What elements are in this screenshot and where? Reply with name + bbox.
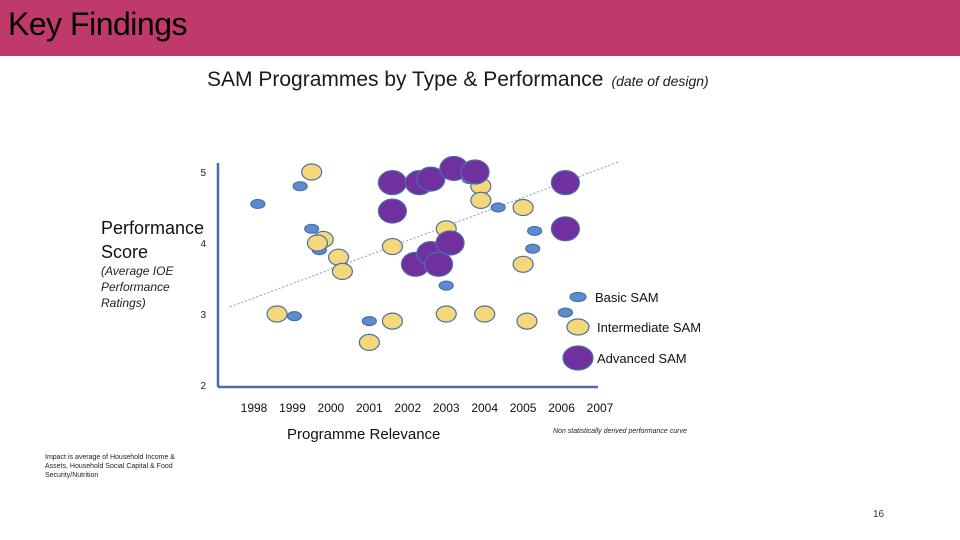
x-tick-label: 2003 [433, 401, 460, 415]
data-point [512, 198, 534, 217]
chart-title: SAM Programmes by Type & Performance (dat… [207, 68, 709, 92]
data-point [512, 255, 534, 273]
legend-label: Basic SAM [595, 290, 659, 305]
data-point [435, 230, 465, 256]
legend-label: Advanced SAM [597, 351, 687, 366]
data-point [327, 248, 350, 266]
x-tick-label: 1998 [241, 401, 268, 415]
data-point [361, 316, 377, 327]
data-point [550, 170, 581, 196]
data-point [527, 225, 543, 237]
data-point [292, 181, 308, 192]
y-axis-sublabel: (Average IOE Performance Ratings) [101, 264, 174, 310]
impact-note: Impact is average of Household Income & … [45, 454, 175, 479]
data-point [416, 166, 446, 192]
data-point [490, 202, 506, 213]
data-point [304, 223, 320, 234]
data-point [435, 305, 457, 323]
data-point [286, 311, 302, 322]
chart-subtitle: (date of design) [611, 73, 709, 89]
data-point [331, 262, 354, 280]
y-tick-label: 5 [200, 168, 206, 179]
x-axis-label: Programme Relevance [287, 426, 441, 443]
data-point [550, 216, 581, 242]
y-tick-label: 3 [200, 310, 206, 321]
slide-title: Key Findings [8, 6, 187, 42]
x-tick-label: 2002 [394, 401, 421, 415]
chart-title-text: SAM Programmes by Type & Performance [207, 68, 604, 91]
page-number: 16 [873, 509, 885, 520]
data-point [460, 159, 490, 185]
title-bar: Key Findings [0, 0, 960, 56]
y-tick-label: 4 [200, 239, 206, 250]
data-point [381, 237, 403, 256]
x-tick-label: 2001 [356, 401, 383, 415]
y-axis-label: Performance Score [101, 218, 205, 262]
data-point [306, 234, 329, 252]
data-point [470, 191, 492, 209]
data-point [525, 243, 541, 254]
x-tick-label: 2006 [548, 401, 575, 415]
data-point [358, 333, 380, 351]
x-tick-label: 2007 [587, 401, 614, 415]
data-point [438, 280, 454, 291]
trendline [229, 160, 621, 308]
data-point [377, 198, 407, 224]
data-point [266, 305, 288, 323]
legend-label: Intermediate SAM [597, 320, 701, 335]
legend-marker [566, 318, 590, 336]
data-point [474, 305, 496, 323]
y-tick-label: 2 [200, 381, 206, 392]
trendline-note: Non statistically derived performance cu… [553, 428, 687, 435]
data-point [423, 251, 454, 277]
x-tick-label: 2000 [318, 401, 345, 415]
x-tick-label: 1999 [279, 401, 306, 415]
data-point [516, 312, 538, 330]
x-tick-label: 2004 [471, 401, 498, 415]
x-tick-label: 2005 [510, 401, 537, 415]
data-point [377, 170, 407, 196]
data-point [381, 312, 403, 330]
data-point [301, 163, 323, 181]
legend-marker [562, 345, 594, 371]
data-point [557, 307, 574, 318]
data-point [250, 198, 266, 210]
legend-marker [569, 291, 587, 303]
